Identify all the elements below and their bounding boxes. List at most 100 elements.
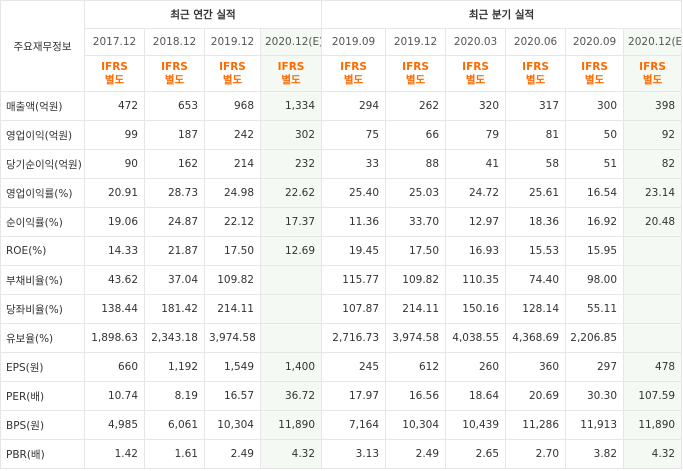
table-cell: 109.82 <box>204 265 261 295</box>
row-label: 영업이익률(%) <box>0 178 85 208</box>
table-row: 영업이익률(%) 20.91 28.73 24.98 22.62 25.40 25.03 24… <box>0 178 683 208</box>
period-header: 2019.09 <box>321 28 387 56</box>
ifrs-label: IFRS <box>161 60 188 73</box>
table-cell: 98.00 <box>565 265 625 295</box>
row-label: PBR(배) <box>0 439 85 469</box>
table-cell: 138.44 <box>84 294 145 324</box>
table-cell: 260 <box>445 352 507 382</box>
table-cell: 36.72 <box>259 381 323 411</box>
row-label: 유보율(%) <box>0 323 85 353</box>
table-cell: 398 <box>623 91 683 121</box>
ifrs-label: IFRS <box>581 60 608 73</box>
row-label: 부채비율(%) <box>0 265 85 295</box>
table-cell: 24.72 <box>445 178 507 208</box>
row-label: 영업이익(억원) <box>0 120 85 150</box>
table-cell: 11.36 <box>321 207 387 237</box>
table-cell: 17.97 <box>321 381 387 411</box>
ifrs-label: IFRS <box>639 60 666 73</box>
table-cell: 37.04 <box>144 265 205 295</box>
table-cell: 28.73 <box>144 178 205 208</box>
table-cell: 16.54 <box>565 178 625 208</box>
table-cell: 4,038.55 <box>445 323 507 353</box>
ifrs-label: IFRS <box>219 60 246 73</box>
table-cell <box>623 323 683 353</box>
table-cell: 262 <box>385 91 447 121</box>
table-cell: 30.30 <box>565 381 625 411</box>
table-cell: 300 <box>565 91 625 121</box>
table-cell: 2.49 <box>204 439 261 469</box>
table-cell: 16.56 <box>385 381 447 411</box>
table-cell <box>259 265 323 295</box>
table-cell: 10.74 <box>84 381 145 411</box>
separate-basis-label: 별도 <box>465 73 486 86</box>
table-cell: 4,368.69 <box>505 323 567 353</box>
table-cell: 99 <box>84 120 145 150</box>
table-cell: 21.87 <box>144 236 205 266</box>
table-cell: 11,890 <box>259 410 323 440</box>
table-cell: 162 <box>144 149 205 179</box>
table-cell: 75 <box>321 120 387 150</box>
table-cell: 17.50 <box>204 236 261 266</box>
period-header: 2020.12(E) <box>259 28 323 56</box>
table-row: 영업이익(억원) 99 187 242 302 75 66 79 81 50 92 <box>0 120 683 150</box>
table-cell: 214.11 <box>385 294 447 324</box>
table-cell <box>259 294 323 324</box>
period-header: 2020.06 <box>505 28 567 56</box>
table-cell: 74.40 <box>505 265 567 295</box>
table-cell: 3.82 <box>565 439 625 469</box>
row-label: 당좌비율(%) <box>0 294 85 324</box>
table-cell: 4.32 <box>259 439 323 469</box>
table-cell: 115.77 <box>321 265 387 295</box>
ifrs-basis-header: IFRS 별도 <box>321 55 387 92</box>
table-cell: 1,334 <box>259 91 323 121</box>
table-cell: 320 <box>445 91 507 121</box>
table-cell: 612 <box>385 352 447 382</box>
ifrs-label: IFRS <box>101 60 128 73</box>
ifrs-basis-header: IFRS 별도 <box>445 55 507 92</box>
table-cell: 3.13 <box>321 439 387 469</box>
table-cell: 297 <box>565 352 625 382</box>
table-cell: 66 <box>385 120 447 150</box>
table-cell: 11,286 <box>505 410 567 440</box>
table-cell: 2,343.18 <box>144 323 205 353</box>
table-cell: 128.14 <box>505 294 567 324</box>
table-row: EPS(원) 660 1,192 1,549 1,400 245 612 260 360 297 4… <box>0 352 683 382</box>
table-cell: 3,974.58 <box>385 323 447 353</box>
ifrs-basis-header: IFRS 별도 <box>204 55 261 92</box>
row-label: 당기순이익(억원) <box>0 149 85 179</box>
table-cell: 22.12 <box>204 207 261 237</box>
table-cell: 15.53 <box>505 236 567 266</box>
table-cell: 20.48 <box>623 207 683 237</box>
table-cell: 1,192 <box>144 352 205 382</box>
quarterly-group-header: 최근 분기 실적 <box>321 0 683 29</box>
table-cell: 51 <box>565 149 625 179</box>
row-label: 매출액(억원) <box>0 91 85 121</box>
table-row: 순이익률(%) 19.06 24.87 22.12 17.37 11.36 33.70 12.… <box>0 207 683 237</box>
table-cell: 82 <box>623 149 683 179</box>
separate-basis-label: 별도 <box>584 73 605 86</box>
table-cell: 107.59 <box>623 381 683 411</box>
table-cell: 16.92 <box>565 207 625 237</box>
table-row: 유보율(%) 1,898.63 2,343.18 3,974.58 2,716.73 3,… <box>0 323 683 353</box>
separate-basis-label: 별도 <box>525 73 546 86</box>
table-row: PBR(배) 1.42 1.61 2.49 4.32 3.13 2.49 2.65 2.70 3.… <box>0 439 683 469</box>
table-cell: 23.14 <box>623 178 683 208</box>
table-cell: 58 <box>505 149 567 179</box>
table-cell: 25.03 <box>385 178 447 208</box>
table-cell: 24.98 <box>204 178 261 208</box>
table-row: 매출액(억원) 472 653 968 1,334 294 262 320 317 300 398 <box>0 91 683 121</box>
table-cell: 2.49 <box>385 439 447 469</box>
table-cell <box>623 236 683 266</box>
row-label: EPS(원) <box>0 352 85 382</box>
separate-basis-label: 별도 <box>164 73 185 86</box>
row-label: BPS(원) <box>0 410 85 440</box>
table-cell: 1,400 <box>259 352 323 382</box>
table-cell: 10,304 <box>204 410 261 440</box>
table-cell: 2.70 <box>505 439 567 469</box>
table-cell: 214 <box>204 149 261 179</box>
table-cell: 24.87 <box>144 207 205 237</box>
table-cell: 12.69 <box>259 236 323 266</box>
table-cell: 6,061 <box>144 410 205 440</box>
table-cell: 22.62 <box>259 178 323 208</box>
period-header: 2018.12 <box>144 28 205 56</box>
